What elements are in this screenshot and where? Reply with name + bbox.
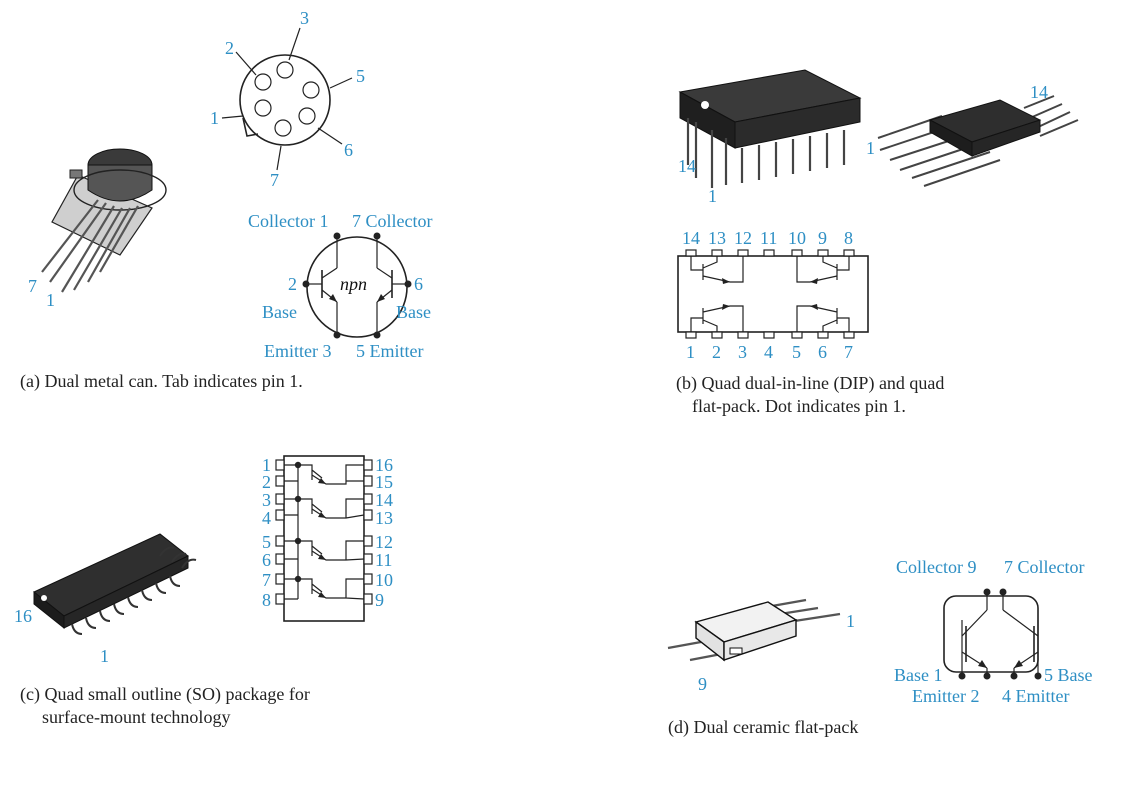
so-label-1: 1 [100,646,109,666]
so-schematic: 1 2 3 4 5 6 7 8 16 15 14 13 12 11 10 9 [262,455,393,622]
caption-d: (d) Dual ceramic flat-pack [668,717,858,738]
caption-c-line2: surface-mount technology [42,707,230,727]
caption-b-line2: flat-pack. Dot indicates pin 1. [692,396,906,416]
dip-bottom-pin: 6 [818,342,827,362]
ceramic-base-left: Base 1 [894,665,943,685]
so-right-pin: 14 [375,490,393,510]
dip-top-pin: 12 [734,228,752,248]
dip-top-pins: 14 13 12 11 10 9 8 [682,228,853,248]
ceramic-label-9: 9 [698,674,707,694]
dip-bottom-pin: 3 [738,342,747,362]
so-label-16: 16 [14,606,32,626]
base-right-num: 6 [414,274,423,294]
so-left-pin: 6 [262,550,271,570]
so-right-pin: 13 [375,508,393,528]
pin-label-5: 5 [356,66,365,86]
ceramic-flat-pack-drawing: 1 9 [667,598,855,694]
flat-pack-drawing: 14 1 [866,82,1079,187]
so-left-pin: 3 [262,490,271,510]
lead-label-7: 7 [28,276,37,296]
dip-bottom-pins: 1 2 3 4 5 6 7 [686,342,853,362]
ceramic-emitter-left: Emitter 2 [912,686,979,706]
dip-bottom-pin: 7 [844,342,853,362]
dip-package-drawing: 14 1 [678,69,862,206]
so-left-pin: 4 [262,508,271,528]
dip-top-pin: 11 [760,228,777,248]
emitter-left-label: Emitter 3 [264,341,331,361]
emitter-right-label: 5 Emitter [356,341,423,361]
pin-label-1: 1 [210,108,219,128]
panel-d: 1 9 [667,557,1093,738]
so-package-drawing: 16 1 [14,533,197,666]
dip-label-1: 1 [708,186,717,206]
so-right-pin: 16 [375,455,393,475]
panel-c: 16 1 [14,455,393,727]
dip-bottom-pin: 4 [764,342,773,362]
pin-label-6: 6 [344,140,353,160]
lead-label-1: 1 [46,290,55,310]
dip-top-pin: 10 [788,228,806,248]
pin-label-2: 2 [225,38,234,58]
ceramic-base-right: 5 Base [1044,665,1093,685]
dip-bottom-pin: 1 [686,342,695,362]
dip-label-14: 14 [678,156,696,176]
caption-a: (a) Dual metal can. Tab indicates pin 1. [20,371,303,392]
pin-label-7: 7 [270,170,279,190]
base-right-label: Base [396,302,431,322]
base-left-num: 2 [288,274,297,294]
so-left-pin: 1 [262,455,271,475]
so-right-pin: 12 [375,532,393,552]
ceramic-label-1: 1 [846,611,855,631]
ceramic-collector-left: Collector 9 [896,557,976,577]
dip-top-pin: 14 [682,228,700,248]
npn-label: npn [340,274,367,294]
dip-top-pin: 9 [818,228,827,248]
can-pinout-diagram: 3 2 5 1 6 7 [210,8,365,190]
dip-bottom-pin: 2 [712,342,721,362]
flat-label-14: 14 [1030,82,1048,102]
base-left-label: Base [262,302,297,322]
so-left-pins: 1 2 3 4 5 6 7 8 [262,455,271,610]
flat-label-1: 1 [866,138,875,158]
dip-bottom-pin: 5 [792,342,801,362]
caption-b-line1: (b) Quad dual-in-line (DIP) and quad [676,373,944,394]
metal-can-drawing: 7 1 [28,148,167,310]
npn-schematic: npn Collector 1 7 Collector 2 Base 6 Bas… [248,211,432,361]
so-left-pin: 7 [262,570,271,590]
collector-right-label: 7 Collector [352,211,432,231]
ceramic-emitter-right: 4 Emitter [1002,686,1069,706]
so-left-pin: 8 [262,590,271,610]
ceramic-schematic: Collector 9 7 Collector Base 1 5 Base Em… [894,557,1093,706]
so-left-pin: 2 [262,472,271,492]
dip-top-pin: 8 [844,228,853,248]
panel-a: 7 1 3 2 5 1 6 7 [20,8,432,392]
caption-c-line1: (c) Quad small outline (SO) package for [20,684,310,705]
so-right-pin: 9 [375,590,384,610]
dip-top-pin: 13 [708,228,726,248]
so-right-pin: 10 [375,570,393,590]
so-left-pin: 5 [262,532,271,552]
dip-schematic: 14 13 12 11 10 9 8 1 2 3 4 5 6 7 [677,228,869,362]
so-right-pin: 15 [375,472,393,492]
so-right-pin: 11 [375,550,392,570]
collector-left-label: Collector 1 [248,211,328,231]
so-right-pins: 16 15 14 13 12 11 10 9 [375,455,393,610]
ceramic-collector-right: 7 Collector [1004,557,1084,577]
pin-label-3: 3 [300,8,309,28]
panel-b: 14 1 14 1 [676,69,1079,416]
